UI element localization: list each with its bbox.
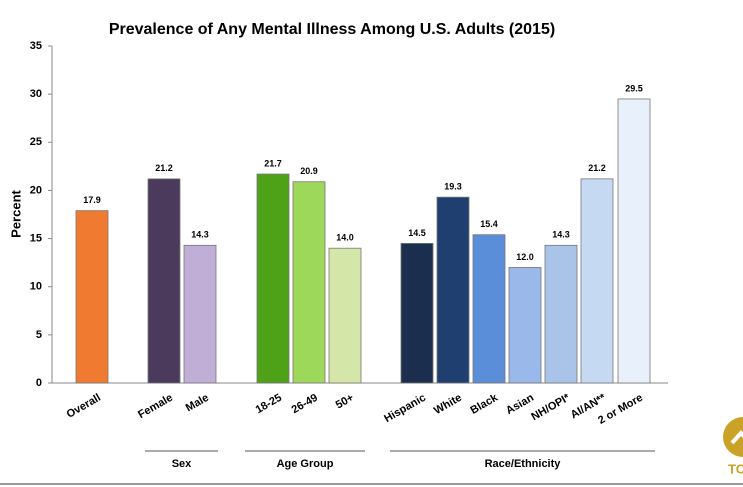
back-to-top-icon[interactable] — [723, 417, 743, 457]
group-label: Age Group — [277, 458, 334, 470]
value-label: 12.0 — [516, 252, 534, 262]
chart-title: Prevalence of Any Mental Illness Among U… — [109, 21, 555, 38]
x-tick-label: 26-49 — [290, 392, 320, 416]
value-label: 14.0 — [336, 233, 354, 243]
bar — [400, 242, 434, 384]
bar — [328, 247, 362, 384]
group-label: Race/Ethnicity — [485, 458, 562, 470]
value-label: 14.3 — [191, 230, 209, 240]
bar — [580, 178, 614, 384]
x-tick-label: 50+ — [334, 392, 356, 412]
bar — [508, 267, 542, 384]
value-label: 29.5 — [625, 83, 643, 93]
y-tick-label: 0 — [36, 377, 42, 389]
y-tick-label: 35 — [30, 40, 42, 52]
y-tick-label: 10 — [30, 281, 42, 293]
value-label: 19.3 — [444, 182, 462, 192]
x-tick-label: Female — [136, 392, 175, 421]
bar — [75, 210, 109, 384]
bar — [147, 178, 181, 384]
x-tick-label: Male — [184, 392, 211, 415]
value-label: 15.4 — [480, 219, 498, 229]
bar — [617, 98, 651, 384]
y-tick-label: 15 — [30, 232, 42, 244]
x-tick-label: White — [432, 392, 464, 417]
bar — [256, 173, 290, 384]
value-label: 21.2 — [588, 163, 606, 173]
bar — [472, 234, 506, 384]
back-to-top-label[interactable]: TO — [728, 461, 743, 476]
bar — [292, 181, 326, 384]
bar — [544, 244, 578, 384]
y-tick-label: 30 — [30, 88, 42, 100]
value-label: 21.7 — [264, 158, 282, 168]
value-label: 14.3 — [552, 230, 570, 240]
x-tick-label: Overall — [65, 392, 103, 421]
y-tick-label: 20 — [30, 184, 42, 196]
y-axis-label: Percent — [8, 189, 23, 237]
bar — [183, 244, 217, 384]
back-to-top-arrow — [730, 430, 743, 445]
y-tick-label: 5 — [36, 329, 42, 341]
x-tick-label: 18-25 — [254, 392, 284, 416]
bar — [436, 196, 470, 384]
y-tick-label: 25 — [30, 136, 42, 148]
x-tick-label: Hispanic — [382, 392, 428, 425]
value-label: 17.9 — [83, 195, 101, 205]
group-label: Sex — [172, 458, 192, 470]
x-tick-label: Black — [469, 391, 501, 417]
value-label: 21.2 — [155, 163, 173, 173]
x-tick-label: NH/OPI* — [529, 391, 572, 423]
value-label: 20.9 — [300, 166, 318, 176]
value-label: 14.5 — [408, 228, 426, 238]
